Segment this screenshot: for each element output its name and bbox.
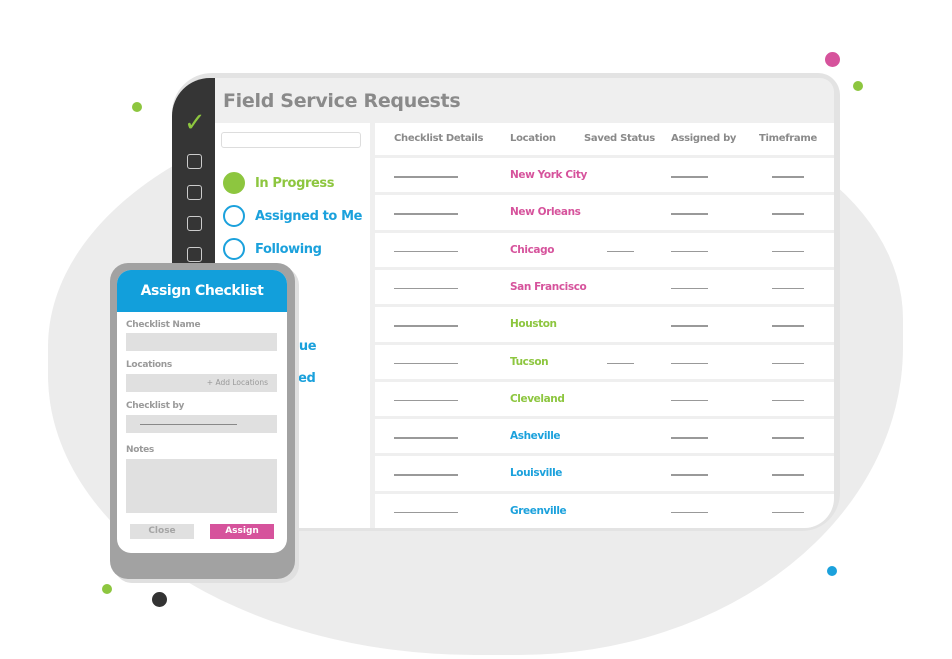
checkmark-icon[interactable]: ✓ (184, 108, 206, 138)
timeframe-placeholder (772, 287, 804, 290)
filled-circle-icon (223, 172, 245, 194)
assigned-by-placeholder (671, 176, 708, 178)
filter-label: Assigned to Me (255, 208, 363, 224)
table-row[interactable]: Houston (375, 304, 834, 339)
locations-input[interactable]: + Add Locations (126, 374, 277, 392)
notes-textarea[interactable] (126, 459, 277, 513)
modal-title: Assign Checklist (117, 270, 287, 312)
decor-dot (152, 592, 167, 607)
checklist-name-label: Checklist Name (126, 320, 201, 330)
assign-checklist-device: Assign Checklist Checklist Name Location… (110, 263, 295, 579)
filter-in-progress[interactable]: In Progress (223, 172, 335, 194)
locations-label: Locations (126, 360, 172, 370)
location-cell[interactable]: Louisville (510, 467, 562, 480)
assigned-by-placeholder (671, 474, 708, 476)
timeframe-placeholder (772, 250, 804, 253)
checklist-details-placeholder (394, 250, 458, 253)
decor-dot (827, 566, 837, 576)
assigned-by-placeholder (671, 325, 708, 327)
table-row[interactable]: New York City (375, 155, 834, 190)
decor-dot (853, 81, 863, 91)
assign-button[interactable]: Assign (210, 524, 274, 539)
timeframe-placeholder (772, 176, 804, 178)
checklist-by-label: Checklist by (126, 401, 185, 411)
column-header-saved-status[interactable]: Saved Status (584, 133, 655, 144)
column-header-timeframe[interactable]: Timeframe (759, 133, 817, 144)
saved-status-placeholder (607, 362, 634, 364)
filter-following[interactable]: Following (223, 238, 322, 260)
close-button[interactable]: Close (130, 524, 194, 539)
table-row[interactable]: San Francisco (375, 266, 834, 302)
circle-icon (223, 205, 245, 227)
table-row[interactable]: Louisville (375, 453, 834, 488)
checklist-details-placeholder (394, 176, 458, 178)
location-cell[interactable]: San Francisco (510, 280, 587, 293)
filter-assigned-to-me[interactable]: Assigned to Me (223, 205, 362, 227)
search-input[interactable] (221, 132, 361, 148)
timeframe-placeholder (772, 474, 804, 476)
location-cell[interactable]: Cleveland (510, 392, 565, 405)
timeframe-placeholder (772, 437, 804, 439)
checklist-details-placeholder (394, 362, 458, 364)
table-row[interactable]: Cleveland (375, 378, 834, 414)
decor-dot (132, 102, 142, 112)
column-header-assigned-by[interactable]: Assigned by (671, 133, 737, 144)
timeframe-placeholder (772, 511, 804, 514)
timeframe-placeholder (772, 399, 804, 402)
location-cell[interactable]: New York City (510, 169, 587, 181)
table-row[interactable]: Asheville (375, 416, 834, 451)
assigned-by-placeholder (671, 437, 708, 439)
timeframe-placeholder (772, 362, 804, 364)
assigned-by-placeholder (671, 213, 708, 215)
table-row[interactable]: Chicago (375, 229, 834, 265)
filter-label: due (290, 339, 317, 354)
assigned-by-placeholder (671, 399, 708, 402)
location-cell[interactable]: New Orleans (510, 206, 581, 219)
checklist-details-placeholder (394, 213, 458, 215)
sidebar-checkbox-icon[interactable] (187, 185, 202, 200)
sidebar-checkbox-icon[interactable] (187, 154, 202, 169)
table-row[interactable]: Greenville (375, 490, 834, 526)
assigned-by-placeholder (671, 287, 708, 290)
checklist-details-placeholder (394, 437, 458, 439)
circle-icon (223, 238, 245, 260)
filter-label: ved (290, 371, 316, 386)
location-cell[interactable]: Greenville (510, 504, 567, 517)
location-cell[interactable]: Asheville (510, 430, 561, 443)
timeframe-placeholder (772, 213, 804, 215)
checklist-by-select[interactable] (126, 415, 277, 433)
assigned-by-placeholder (671, 511, 708, 514)
location-cell[interactable]: Tucson (510, 355, 549, 368)
assigned-by-placeholder (671, 362, 708, 364)
checklist-details-placeholder (394, 325, 458, 327)
location-cell[interactable]: Houston (510, 318, 557, 331)
checklist-details-placeholder (394, 511, 458, 514)
sidebar-checkbox-icon[interactable] (187, 216, 202, 231)
column-header-location[interactable]: Location (510, 133, 556, 144)
filter-label: Following (255, 241, 322, 257)
requests-table: Checklist Details Location Saved Status … (375, 123, 834, 528)
table-row[interactable]: Tucson (375, 341, 834, 377)
page-title: Field Service Requests (223, 90, 461, 112)
filter-label: In Progress (255, 175, 335, 191)
filter-overdue[interactable]: due (290, 339, 317, 354)
add-locations-link[interactable]: + Add Locations (206, 378, 268, 387)
location-cell[interactable]: Chicago (510, 243, 555, 256)
timeframe-placeholder (772, 325, 804, 327)
sidebar-checkbox-icon[interactable] (187, 247, 202, 262)
assigned-by-placeholder (671, 250, 708, 253)
checklist-name-input[interactable] (126, 333, 277, 351)
decor-dot (102, 584, 112, 594)
filter-resolved[interactable]: ved (290, 371, 316, 386)
decor-dot (825, 52, 840, 67)
notes-label: Notes (126, 445, 154, 455)
checklist-details-placeholder (394, 399, 458, 402)
saved-status-placeholder (607, 250, 634, 253)
assign-checklist-modal: Assign Checklist Checklist Name Location… (117, 270, 287, 553)
column-header-checklist-details[interactable]: Checklist Details (394, 133, 484, 144)
checklist-details-placeholder (394, 287, 458, 290)
table-row[interactable]: New Orleans (375, 192, 834, 227)
checklist-details-placeholder (394, 474, 458, 476)
